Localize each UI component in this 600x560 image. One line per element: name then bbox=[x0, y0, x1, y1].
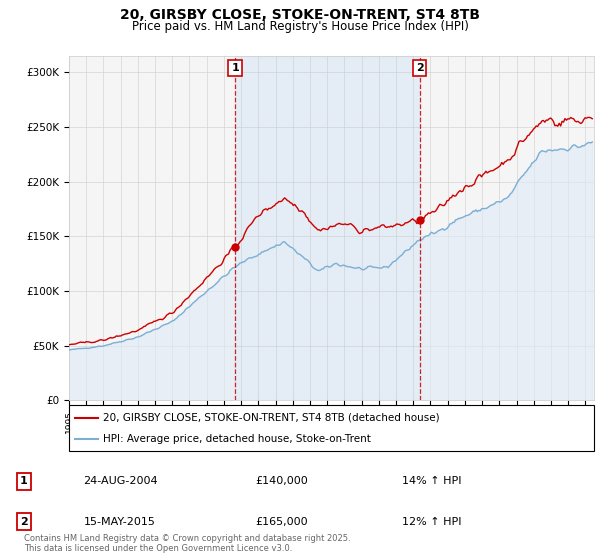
Text: 20, GIRSBY CLOSE, STOKE-ON-TRENT, ST4 8TB (detached house): 20, GIRSBY CLOSE, STOKE-ON-TRENT, ST4 8T… bbox=[103, 413, 440, 423]
Text: 14% ↑ HPI: 14% ↑ HPI bbox=[402, 477, 462, 487]
20, GIRSBY CLOSE, STOKE-ON-TRENT, ST4 8TB (detached house) bbox=[274, 199, 281, 206]
Text: Price paid vs. HM Land Registry's House Price Index (HPI): Price paid vs. HM Land Registry's House … bbox=[131, 20, 469, 32]
Line: HPI: Average price, detached house, Stoke-on-Trent: HPI: Average price, detached house, Stok… bbox=[69, 142, 592, 350]
HPI: Average price, detached house, Stoke-on-Trent: (2.01e+03, 1.42e+05): Average price, detached house, Stoke-on-… bbox=[277, 241, 284, 248]
HPI: Average price, detached house, Stoke-on-Trent: (2.01e+03, 1.42e+05): Average price, detached house, Stoke-on-… bbox=[274, 242, 281, 249]
HPI: Average price, detached house, Stoke-on-Trent: (2.03e+03, 2.36e+05): Average price, detached house, Stoke-on-… bbox=[589, 138, 596, 145]
20, GIRSBY CLOSE, STOKE-ON-TRENT, ST4 8TB (detached house) bbox=[176, 303, 183, 310]
Bar bbox=[235, 56, 419, 400]
20, GIRSBY CLOSE, STOKE-ON-TRENT, ST4 8TB (detached house) bbox=[589, 115, 596, 122]
20, GIRSBY CLOSE, STOKE-ON-TRENT, ST4 8TB (detached house) bbox=[277, 198, 284, 205]
Text: HPI: Average price, detached house, Stoke-on-Trent: HPI: Average price, detached house, Stok… bbox=[103, 435, 371, 444]
Text: 1: 1 bbox=[20, 477, 28, 487]
HPI: Average price, detached house, Stoke-on-Trent: (2.02e+03, 2e+05): Average price, detached house, Stoke-on-… bbox=[514, 179, 521, 185]
Text: 24-AUG-2004: 24-AUG-2004 bbox=[83, 477, 157, 487]
Line: 20, GIRSBY CLOSE, STOKE-ON-TRENT, ST4 8TB (detached house): 20, GIRSBY CLOSE, STOKE-ON-TRENT, ST4 8T… bbox=[69, 118, 592, 345]
20, GIRSBY CLOSE, STOKE-ON-TRENT, ST4 8TB (detached house) bbox=[65, 342, 73, 348]
Text: 2: 2 bbox=[416, 63, 424, 73]
HPI: Average price, detached house, Stoke-on-Trent: (2e+03, 4.61e+04): Average price, detached house, Stoke-on-… bbox=[65, 347, 73, 353]
Text: Contains HM Land Registry data © Crown copyright and database right 2025.
This d: Contains HM Land Registry data © Crown c… bbox=[24, 534, 350, 553]
20, GIRSBY CLOSE, STOKE-ON-TRENT, ST4 8TB (detached house) bbox=[514, 143, 521, 150]
20, GIRSBY CLOSE, STOKE-ON-TRENT, ST4 8TB (detached house) bbox=[564, 115, 571, 122]
20, GIRSBY CLOSE, STOKE-ON-TRENT, ST4 8TB (detached house) bbox=[586, 114, 593, 121]
Text: 12% ↑ HPI: 12% ↑ HPI bbox=[402, 517, 462, 527]
Text: 20, GIRSBY CLOSE, STOKE-ON-TRENT, ST4 8TB: 20, GIRSBY CLOSE, STOKE-ON-TRENT, ST4 8T… bbox=[120, 8, 480, 22]
Text: 15-MAY-2015: 15-MAY-2015 bbox=[84, 517, 156, 527]
HPI: Average price, detached house, Stoke-on-Trent: (2e+03, 1.04e+05): Average price, detached house, Stoke-on-… bbox=[209, 283, 217, 290]
HPI: Average price, detached house, Stoke-on-Trent: (2e+03, 7.8e+04): Average price, detached house, Stoke-on-… bbox=[176, 312, 183, 319]
20, GIRSBY CLOSE, STOKE-ON-TRENT, ST4 8TB (detached house) bbox=[209, 268, 217, 274]
HPI: Average price, detached house, Stoke-on-Trent: (2.02e+03, 2.28e+05): Average price, detached house, Stoke-on-… bbox=[564, 147, 571, 154]
Text: 2: 2 bbox=[20, 517, 28, 527]
Text: £140,000: £140,000 bbox=[256, 477, 308, 487]
Text: £165,000: £165,000 bbox=[256, 517, 308, 527]
Text: 1: 1 bbox=[231, 63, 239, 73]
